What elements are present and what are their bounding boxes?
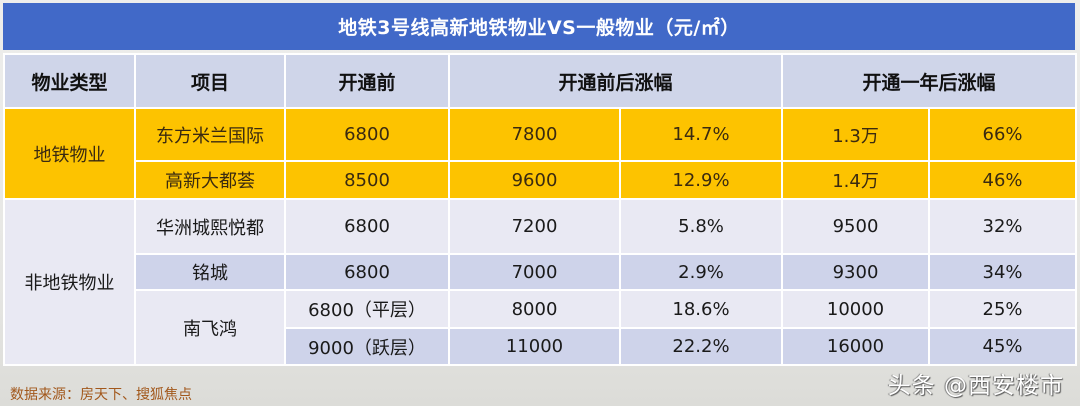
header-type: 物业类型 [3,53,136,109]
cell-project: 铭城 [134,253,286,291]
table-row: 铭城 6800 7000 2.9% 9300 34% [4,253,1078,291]
cell-year: 1.4万 [781,160,931,200]
cell-after: 7800 [448,107,621,162]
cell-project: 东方米兰国际 [134,107,286,162]
cell-after-pct: 22.2% [618,327,784,366]
cell-year-pct: 45% [928,327,1078,366]
comparison-table-container: 地铁3号线高新地铁物业VS一般物业（元/㎡） 物业类型 项目 开通前 开通前后涨… [3,3,1078,366]
cell-before: 8500 [284,160,450,200]
cell-year: 16000 [781,327,931,366]
table-row: 地铁物业 东方米兰国际 6800 7800 14.7% 1.3万 66% [3,107,1078,200]
cell-after-pct: 5.8% [618,198,784,255]
cell-year: 10000 [781,289,931,329]
cell-project: 高新大都荟 [134,160,286,200]
header-row: 物业类型 项目 开通前 开通前后涨幅 开通一年后涨幅 [3,53,1078,109]
cell-project: 南飞鸿 [134,289,286,366]
cell-year: 9300 [781,253,931,291]
table-row: 南飞鸿 6800（平层） 8000 18.6% 10000 25% [4,289,1078,366]
group-metro: 地铁物业 [3,107,136,200]
cell-year: 1.3万 [781,107,931,162]
cell-year-pct: 25% [928,289,1078,329]
cell-before: 9000（跃层） [284,327,450,366]
cell-before: 6800 [284,198,450,255]
cell-before: 6800 [284,253,450,291]
table-row: 9000（跃层） 11000 22.2% 16000 45% [4,327,1078,366]
cell-after: 9600 [448,160,621,200]
header-one-year-rise: 开通一年后涨幅 [781,53,1078,109]
table-row: 高新大都荟 8500 9600 12.9% 1.4万 46% [4,160,1078,200]
cell-before: 6800（平层） [284,289,450,329]
cell-after-pct: 12.9% [618,160,784,200]
table-title: 地铁3号线高新地铁物业VS一般物业（元/㎡） [3,3,1075,50]
table-row: 非地铁物业 华洲城熙悦都 6800 7200 5.8% 9500 32% [3,198,1078,366]
watermark: 头条 @西安楼市 [887,373,1064,399]
cell-year-pct: 32% [928,198,1078,255]
cell-after-pct: 2.9% [618,253,784,291]
cell-year-pct: 66% [928,107,1078,162]
cell-after: 11000 [448,327,621,366]
cell-year: 9500 [781,198,931,255]
cell-after: 8000 [448,289,621,329]
header-around-rise: 开通前后涨幅 [447,53,784,109]
group-nonmetro: 非地铁物业 [3,198,136,366]
cell-after-pct: 14.7% [618,107,784,162]
header-project: 项目 [134,53,286,109]
cell-after-pct: 18.6% [618,289,784,329]
cell-year-pct: 34% [928,253,1078,291]
cell-after: 7000 [448,253,621,291]
cell-project: 华洲城熙悦都 [134,198,286,255]
price-comparison-table: 物业类型 项目 开通前 开通前后涨幅 开通一年后涨幅 地铁物业 东方米兰国际 6… [3,53,1078,366]
header-before: 开通前 [284,53,450,109]
cell-before: 6800 [284,107,450,162]
cell-year-pct: 46% [928,160,1078,200]
cell-after: 7200 [448,198,621,255]
data-source-note: 数据来源：房天下、搜狐焦点 [10,387,192,403]
